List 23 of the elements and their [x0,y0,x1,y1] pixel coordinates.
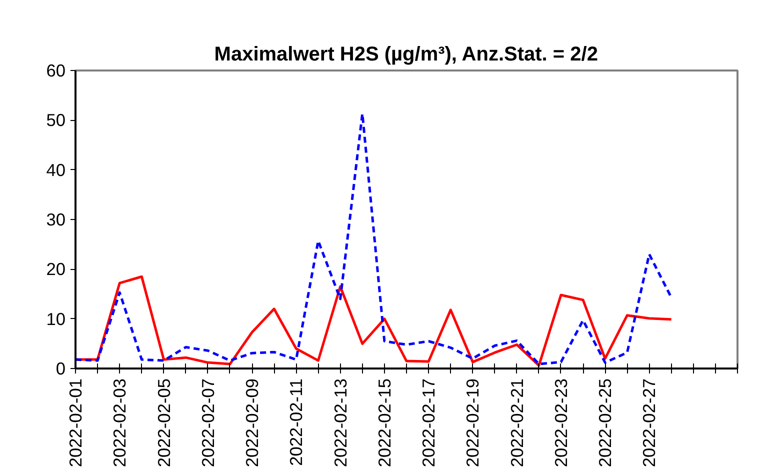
line-series [76,112,673,366]
x-tick-label: 2022-02-19 [462,378,483,468]
y-tick-label: 50 [46,110,66,130]
y-tick-label: 20 [46,259,66,280]
x-tick-label: 2022-02-11 [286,378,306,466]
y-tick-label: 30 [46,210,66,230]
x-tick-label: 2022-02-03 [110,378,130,468]
y-tick-label: 0 [56,358,66,378]
x-tick-label: 2022-02-07 [198,378,218,468]
y-tick-label: 10 [46,308,66,329]
x-tick-label: 2022-02-25 [595,378,616,468]
chart-title: Maximalwert H2S (µg/m³), Anz.Stat. = 2/2 [214,44,598,66]
x-tick-label: 2022-02-17 [418,378,439,468]
x-tick-label: 2022-02-15 [374,378,394,468]
x-tick-label: 2022-02-05 [154,378,174,468]
x-tick-label: 2022-02-21 [506,378,527,468]
x-tick-label: 2022-02-01 [66,378,86,468]
x-tick-label: 2022-02-13 [330,378,350,468]
y-tick-label: 60 [46,60,66,80]
x-tick-label: 2022-02-27 [639,378,660,468]
y-tick-label: 40 [46,160,66,180]
x-tick-label: 2022-02-23 [550,378,571,468]
x-tick-label: 2022-02-09 [242,378,262,468]
